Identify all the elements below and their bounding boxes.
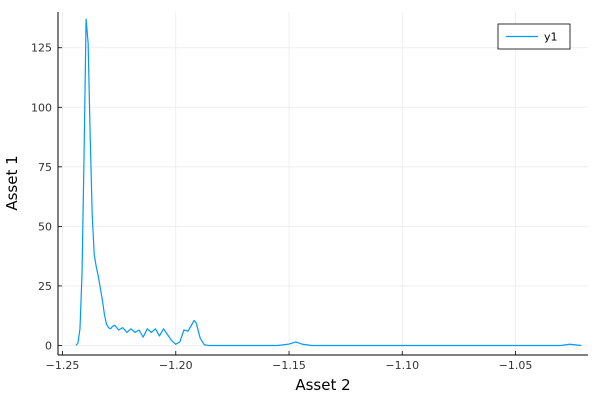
x-tick-label: −1.25 [46,359,80,372]
legend-label: y1 [544,31,558,44]
x-tick-label: −1.15 [272,359,306,372]
legend: y1 [497,23,571,50]
y-tick-label: 100 [31,101,52,114]
y-tick-label: 75 [38,161,52,174]
y-tick-label: 0 [45,339,52,352]
series-layer [75,18,582,347]
legend-box [497,23,571,50]
y-tick-label: 25 [38,280,52,293]
ticks: −1.25 −1.20 −1.15 −1.10 −1.05 0 25 50 75 100 125 [31,42,532,372]
y-axis-title: Asset 1 [3,155,21,210]
x-tick-label: −1.05 [499,359,533,372]
y-tick-label: 125 [31,42,52,55]
x-tick-label: −1.10 [385,359,419,372]
series-line-y1 [75,18,582,347]
axes [57,12,588,356]
y-tick-label: 50 [38,220,52,233]
grid [58,12,588,355]
x-tick-label: −1.20 [159,359,193,372]
x-axis-title: Asset 2 [295,376,350,394]
